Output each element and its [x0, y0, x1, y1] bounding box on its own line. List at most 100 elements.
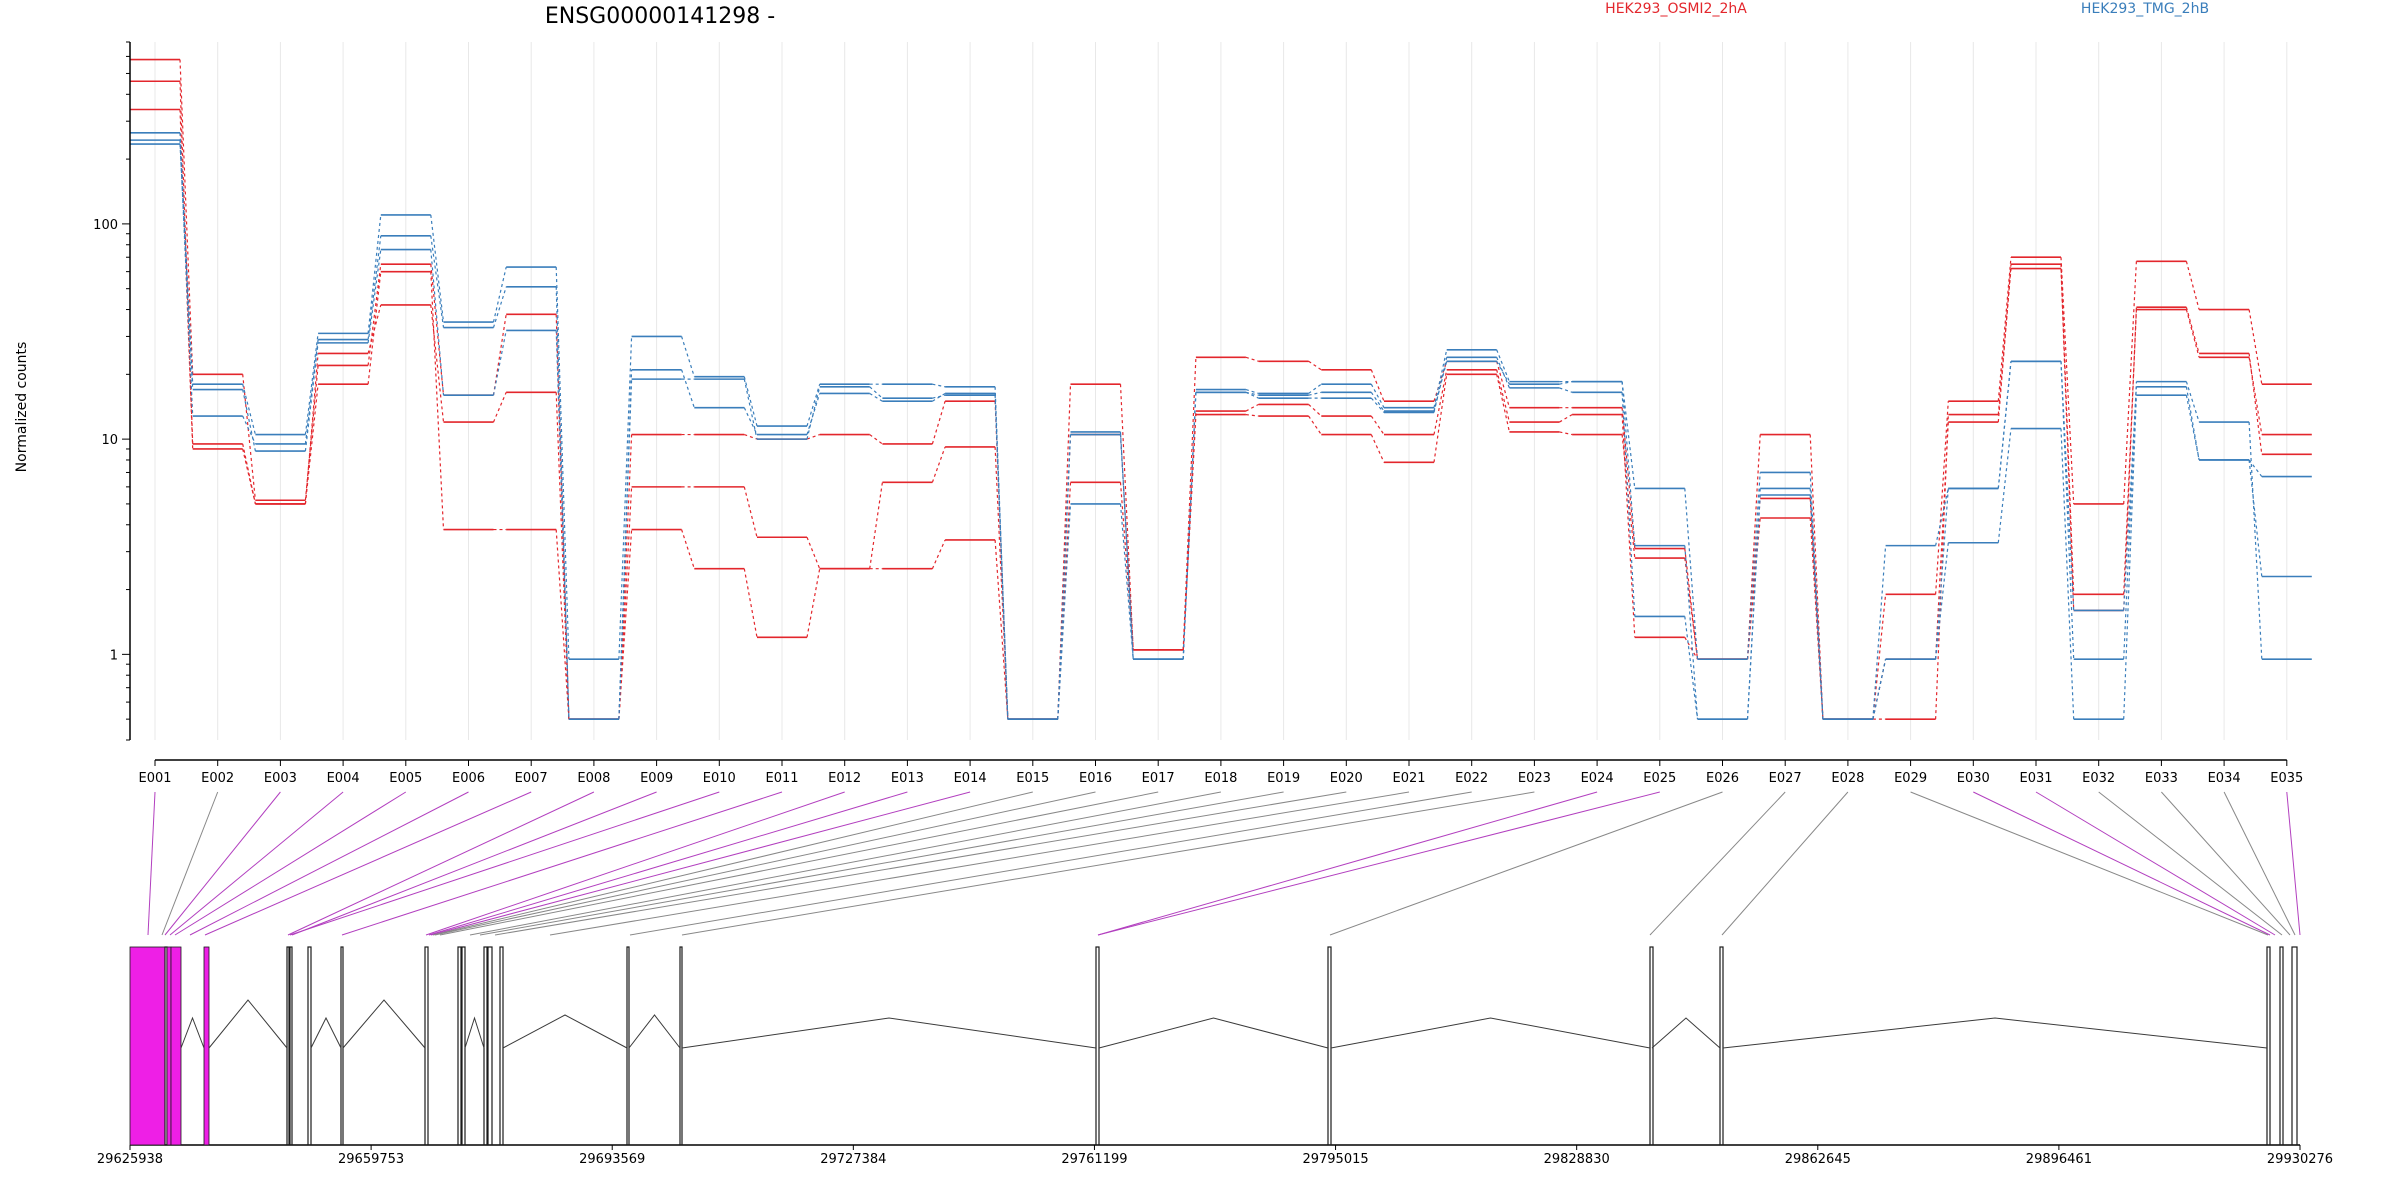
series-connector [430, 304, 445, 423]
series-connector [1496, 374, 1510, 433]
series-connector [932, 383, 946, 388]
series-connector [1496, 361, 1510, 408]
exon-connector-line [469, 791, 1221, 936]
series-connector [869, 482, 883, 569]
grid-lines [154, 42, 2288, 740]
genome-coordinate-label: 29659753 [338, 1152, 404, 1167]
series-connector [179, 81, 194, 444]
genome-coordinate-label: 29828830 [1544, 1152, 1610, 1167]
exon-block [340, 946, 344, 1146]
x-tick-label: E031 [2019, 771, 2052, 786]
x-tick-label: E003 [264, 771, 297, 786]
series-connector [2248, 422, 2263, 660]
intron-line [1330, 1017, 1651, 1049]
series-connector [1746, 494, 1761, 720]
series-connector [1057, 482, 1072, 720]
exon-connector-line [681, 791, 1535, 936]
exon-connector-line [169, 791, 344, 936]
series-connector [242, 384, 256, 435]
x-tick-label: E022 [1455, 771, 1488, 786]
y-tick-label: 100 [93, 218, 118, 233]
x-tick-label: E016 [1079, 771, 1112, 786]
series-connector [2185, 309, 2200, 358]
exon-connector-line [479, 791, 1284, 936]
series-connector [1872, 659, 1887, 720]
x-tick-label: E028 [1831, 771, 1864, 786]
series-connector [1935, 488, 1949, 546]
series-connector [2248, 459, 2263, 577]
x-tick-label: E027 [1769, 771, 1802, 786]
exon-connector-line [341, 791, 783, 936]
exon-connector-line [161, 791, 219, 936]
series-connector [1935, 488, 1949, 660]
exon-connector-line [147, 791, 156, 936]
series-connector [2185, 307, 2200, 354]
series-connector [1684, 637, 1699, 660]
series-connector [618, 529, 633, 720]
series-connector [2060, 428, 2075, 720]
x-tick-label: E019 [1267, 771, 1300, 786]
exon-connector-line [2098, 791, 2283, 936]
exon-connectors [147, 791, 2301, 936]
series-connector [1559, 387, 1573, 393]
genome-coordinate-label: 29795015 [1302, 1152, 1368, 1167]
series-connector [1935, 401, 1949, 595]
series-connector [1119, 384, 1134, 650]
exon-connector-line [432, 791, 1033, 936]
series-connector [1496, 360, 1510, 385]
series-connector [430, 264, 445, 396]
series-connector [1433, 374, 1448, 463]
intron-line [342, 999, 426, 1049]
genome-coordinate-label: 29693569 [579, 1152, 645, 1167]
series-connector [1872, 545, 1887, 720]
series-connector [1308, 360, 1322, 371]
genome-coordinate-label: 29862645 [1785, 1152, 1851, 1167]
series-connector [1684, 548, 1699, 660]
exon-block [170, 946, 182, 1146]
series-connector [1245, 388, 1259, 395]
series-connector [2123, 261, 2137, 504]
x-tick-label: E007 [515, 771, 548, 786]
exon-block [203, 946, 210, 1146]
exon-connector-line [430, 791, 971, 936]
series-connector [1308, 383, 1322, 394]
series-connector [304, 365, 319, 501]
series-connector [1997, 428, 2012, 543]
series-connector [1182, 411, 1197, 650]
series-connector [1182, 392, 1197, 660]
series-connector [1119, 434, 1134, 660]
series-connector [555, 286, 570, 720]
exon-connector-line [494, 791, 1347, 936]
series-connector [1496, 369, 1510, 423]
series-connector [1057, 503, 1072, 720]
gene-model: 29625938 29659753 29693569 29727384 29761199… [97, 946, 2333, 1167]
series-connector [242, 374, 256, 501]
intron-line [1098, 1017, 1329, 1049]
series-connector [743, 568, 758, 638]
exon-connector-line [629, 791, 1472, 936]
exon-connector-line [2035, 791, 2276, 936]
x-tick-label: E012 [828, 771, 861, 786]
chart-title: ENSG00000141298 - [545, 4, 775, 29]
series-connector [806, 384, 821, 427]
x-tick-label: E035 [2270, 771, 2303, 786]
series-connector [1559, 381, 1573, 385]
exon-connector-line [1649, 791, 1786, 936]
exon-connector-line [1097, 791, 1598, 936]
exon-block [1327, 946, 1332, 1146]
series-connector [555, 392, 570, 720]
series-connector [242, 389, 256, 452]
series-connector [1684, 488, 1699, 660]
x-tick-label: E023 [1518, 771, 1551, 786]
x-tick-label: E024 [1581, 771, 1614, 786]
exon-block [679, 946, 683, 1146]
series-connector [931, 401, 946, 445]
exon-block [461, 946, 466, 1146]
series-connector [1433, 369, 1448, 435]
series-connector [2248, 309, 2263, 385]
x-tick-label: E006 [452, 771, 485, 786]
x-tick-label: E010 [703, 771, 736, 786]
series-connector [1746, 434, 1761, 660]
